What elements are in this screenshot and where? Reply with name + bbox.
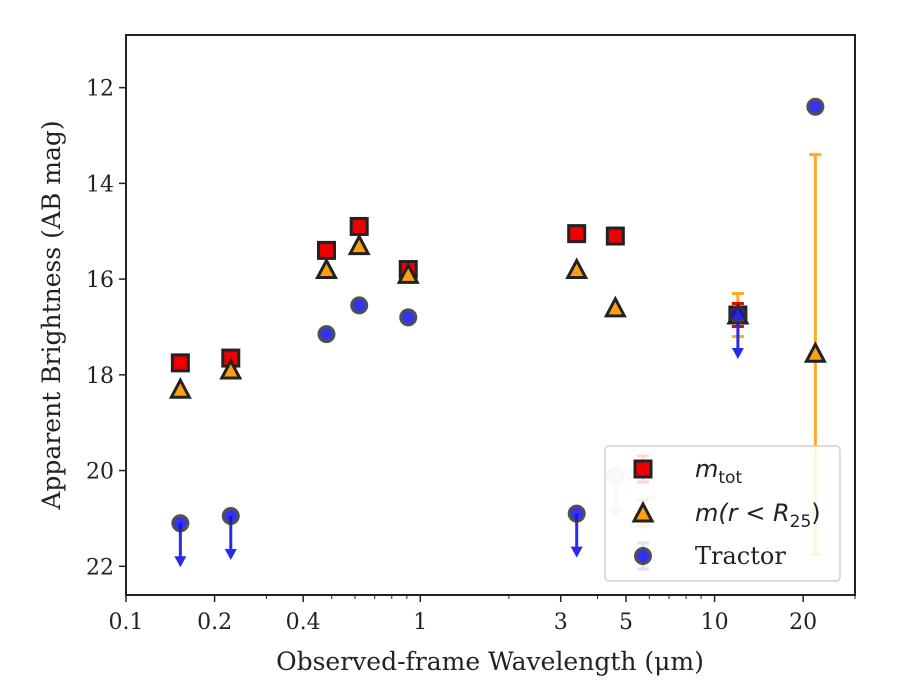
circle-point [728, 306, 747, 324]
upper-limit-arrowhead [174, 556, 187, 568]
legend-label-tractor: Tractor [695, 542, 786, 570]
triangle-point [565, 257, 589, 280]
circle-point [171, 514, 190, 533]
legend-square-marker [633, 459, 653, 479]
axis-ticks: 0.1 0.2 0.4 1 3 5 10 20 12 14 16 18 20 22 [86, 77, 856, 635]
legend-triangle-marker [631, 500, 655, 523]
x-tick-label: 0.2 [197, 610, 232, 635]
plot-frame [125, 34, 856, 596]
triangle-point [803, 341, 827, 363]
triangle-point [603, 295, 627, 318]
x-tick-label: 10 [701, 610, 729, 635]
y-tick-label: 18 [86, 364, 114, 389]
y-axis-title: Apparent Brightness (AB mag) [37, 120, 66, 510]
circle-point [806, 97, 825, 116]
upper-limit-arrowhead [731, 348, 744, 359]
y-tick-label: 22 [86, 555, 114, 580]
x-tick-label: 1 [413, 610, 427, 635]
circle-point [350, 296, 369, 315]
triangle-point [347, 233, 371, 256]
upper-limit-arrowhead [570, 546, 583, 558]
triangle-point [396, 262, 420, 284]
triangle-point [168, 376, 192, 399]
circle-point [399, 308, 418, 327]
square-point [316, 240, 336, 260]
x-tick-label: 5 [619, 610, 633, 635]
triangle-point [219, 357, 243, 380]
x-tick-label: 20 [789, 610, 817, 635]
legend: mtot m(r < R25) Tractor [604, 445, 841, 582]
legend-circle-marker [634, 547, 652, 565]
circle-point [567, 504, 586, 523]
y-tick-label: 16 [86, 268, 114, 293]
x-tick-label: 3 [554, 610, 568, 635]
square-point [349, 216, 369, 236]
legend-label-m-r25: m(r < R25) [695, 499, 821, 532]
upper-limit-arrowhead [224, 549, 237, 561]
x-tick-label: 0.4 [286, 610, 321, 635]
square-point [567, 224, 587, 244]
legend-box [604, 445, 841, 582]
x-tick-label: 0.1 [109, 610, 144, 635]
y-tick-label: 12 [86, 77, 114, 102]
square-point [605, 226, 625, 246]
legend-label-mtot: mtot [695, 455, 742, 488]
triangle-point [314, 257, 338, 280]
y-tick-label: 14 [86, 172, 114, 197]
x-axis-title: Observed-frame Wavelength (μm) [276, 647, 704, 676]
circle-point [221, 507, 240, 526]
y-tick-label: 20 [86, 460, 114, 485]
circle-point [317, 325, 336, 344]
square-point [170, 353, 190, 373]
